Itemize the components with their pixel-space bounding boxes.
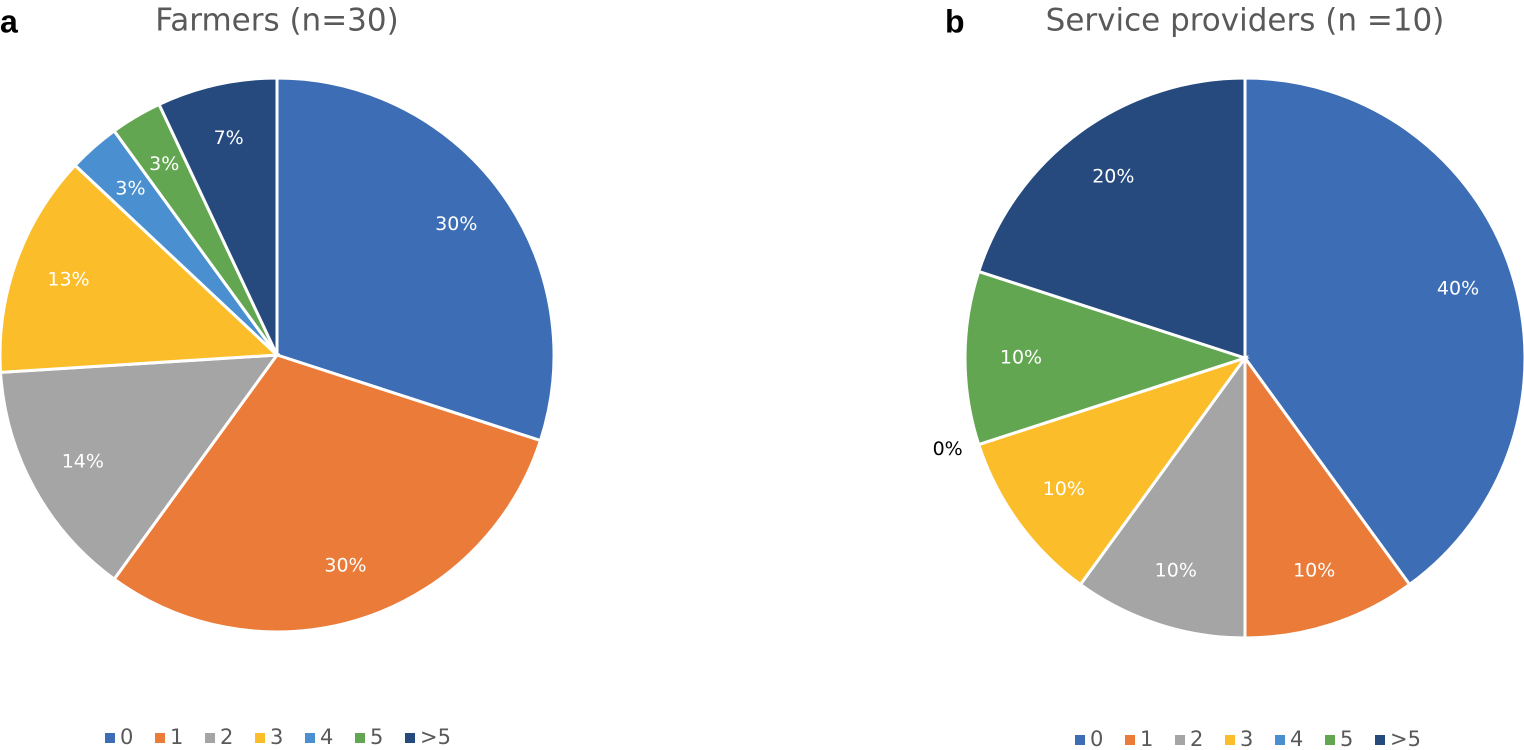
legend-label: 2 [1190, 727, 1203, 750]
chart-title: Farmers (n=30) [155, 3, 398, 39]
legend-label: 4 [320, 725, 333, 749]
legend-swatch [255, 733, 265, 743]
pie-slice [976, 76, 1247, 361]
pie-slice [1243, 76, 1524, 587]
legend-swatch [1075, 735, 1085, 745]
legend-swatch [105, 733, 115, 743]
data-label: 10% [1155, 560, 1197, 582]
pie-slice [157, 76, 279, 356]
data-label: 13% [47, 268, 89, 290]
legend-swatch [1375, 735, 1385, 745]
data-label: 3% [115, 177, 145, 199]
pie-slice [1078, 353, 1247, 640]
legend-swatch [1175, 735, 1185, 745]
legend-swatch [155, 733, 165, 743]
pie-slice [275, 76, 556, 443]
data-label: 30% [435, 213, 477, 235]
data-label: 40% [1437, 277, 1479, 299]
legend-swatch [1275, 735, 1285, 745]
data-label: 3% [149, 153, 179, 175]
legend-label: 2 [220, 725, 233, 749]
legend-label: >5 [420, 725, 451, 749]
legend-swatch [355, 733, 365, 743]
data-label: 14% [62, 450, 104, 472]
legend-label: >5 [1390, 727, 1421, 750]
data-label: 30% [324, 554, 366, 576]
legend-swatch [1325, 735, 1335, 745]
legend-label: 3 [270, 725, 283, 749]
legend-label: 1 [170, 725, 183, 749]
pie-slice [976, 355, 1249, 587]
data-label: 20% [1092, 165, 1134, 187]
pie-slice [0, 353, 281, 582]
data-label: 7% [214, 127, 244, 149]
pie-slice [1243, 353, 1412, 640]
legend-label: 5 [370, 725, 383, 749]
legend-swatch [205, 733, 215, 743]
panel-label: a [0, 3, 18, 39]
pie-slice [0, 163, 281, 374]
legend-label: 0 [120, 725, 133, 749]
panel-label: b [945, 3, 965, 39]
legend-label: 4 [1290, 727, 1303, 750]
legend-swatch [405, 733, 415, 743]
data-label: 0% [933, 438, 963, 460]
legend-label: 1 [1140, 727, 1153, 750]
legend-label: 5 [1340, 727, 1353, 750]
legend-label: 0 [1090, 727, 1103, 750]
data-label: 10% [1043, 478, 1085, 500]
legend-swatch [305, 733, 315, 743]
pie-slice [112, 353, 543, 634]
pie-slice [963, 269, 1250, 447]
legend-swatch [1125, 735, 1135, 745]
legend-swatch [1225, 735, 1235, 745]
data-label: 10% [1000, 347, 1042, 369]
data-label: 10% [1293, 560, 1335, 582]
legend-label: 3 [1240, 727, 1253, 750]
chart-title: Service providers (n =10) [1046, 3, 1445, 39]
